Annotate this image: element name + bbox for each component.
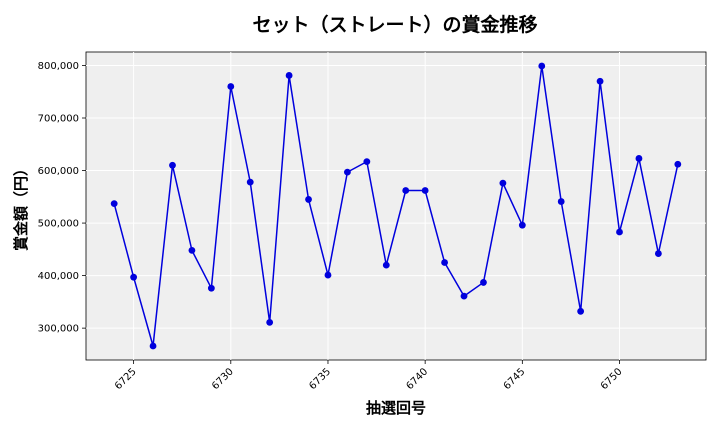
series-group	[110, 62, 682, 350]
x-axis-ticks: 6725 6730 6735 6740 6745 6750	[113, 360, 625, 392]
x-tick-label: 6745	[502, 366, 528, 392]
x-tick-label: 6740	[404, 366, 430, 392]
data-point	[246, 178, 254, 186]
data-point	[130, 273, 138, 281]
y-tick-label: 300,000	[38, 324, 79, 335]
data-point	[577, 307, 585, 315]
data-point	[149, 342, 157, 350]
data-point	[324, 271, 332, 279]
plot-area	[85, 51, 707, 361]
y-axis-ticks: 300,000 400,000 500,000 600,000 700,000 800,0…	[38, 61, 86, 335]
x-tick-label: 6750	[599, 366, 625, 392]
y-tick-label: 800,000	[38, 61, 79, 72]
data-point	[402, 187, 410, 194]
y-tick-label: 400,000	[38, 271, 79, 282]
data-point	[344, 168, 351, 176]
data-point	[596, 77, 604, 85]
data-point	[538, 62, 546, 70]
series-line	[113, 65, 679, 347]
data-point	[557, 198, 565, 205]
y-tick-label: 600,000	[38, 166, 79, 177]
data-point	[635, 155, 643, 162]
y-tick-label: 500,000	[38, 219, 79, 230]
chart-title: セット（ストレート）の賞金推移	[252, 13, 537, 36]
data-point	[460, 292, 468, 300]
data-point	[207, 284, 215, 292]
data-point	[382, 261, 390, 269]
data-point	[305, 196, 312, 203]
x-tick-label: 6730	[210, 366, 236, 392]
x-tick-label: 6735	[307, 366, 333, 392]
grid	[86, 52, 706, 360]
y-tick-label: 700,000	[38, 114, 79, 125]
y-axis-label: 賞金額（円）	[12, 161, 30, 251]
data-point	[110, 200, 118, 208]
data-point	[285, 72, 293, 79]
data-point	[421, 187, 429, 194]
data-point	[499, 179, 507, 187]
data-point	[518, 221, 526, 229]
data-point	[227, 83, 235, 90]
data-point	[441, 259, 448, 266]
data-point	[266, 318, 274, 326]
data-point	[363, 158, 371, 166]
data-point	[674, 160, 682, 168]
data-point	[188, 246, 196, 254]
data-point	[480, 279, 487, 286]
x-axis-label: 抽選回号	[366, 399, 426, 417]
data-point	[654, 250, 662, 257]
x-tick-label: 6725	[113, 366, 139, 392]
data-point	[169, 161, 176, 169]
data-point	[616, 228, 623, 236]
